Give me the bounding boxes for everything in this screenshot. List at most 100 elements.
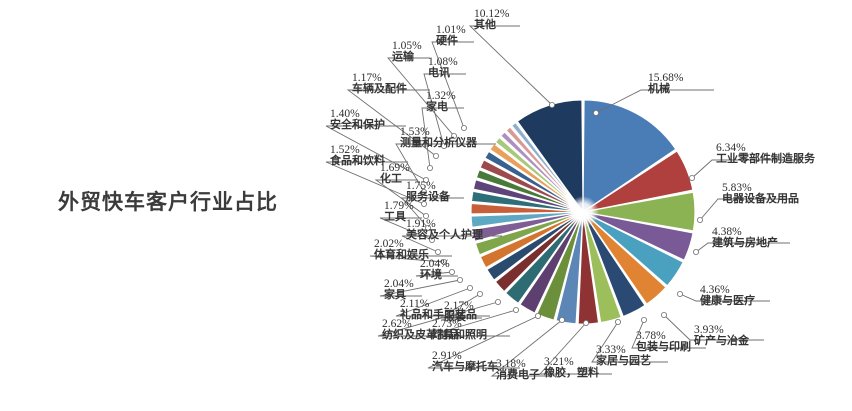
- pie-slice[interactable]: [582, 211, 694, 261]
- slice-category-name: 硬件: [436, 35, 458, 48]
- pie-slice[interactable]: [582, 99, 677, 214]
- pie-slice[interactable]: [470, 190, 584, 213]
- pie-slice-label: 3.21% 橡胶，塑料: [544, 356, 599, 380]
- slice-percent-value: 1.91%: [406, 218, 436, 230]
- pie-slice[interactable]: [504, 211, 584, 305]
- leader-anchor-dot: [677, 290, 684, 297]
- leader-line: [423, 73, 466, 147]
- leader-line: [695, 242, 790, 253]
- slice-category-name: 工具: [384, 211, 406, 224]
- pie-slice[interactable]: [555, 211, 584, 325]
- leader-anchor-dot: [494, 298, 501, 305]
- pie-slice-label: 2.11% 礼品和手工艺品: [400, 298, 477, 322]
- leader-anchor-dot: [460, 125, 467, 132]
- pie-slice-label: 6.34% 工业零部件制造服务: [716, 142, 815, 166]
- pie-slice[interactable]: [470, 202, 584, 215]
- pie-slice[interactable]: [519, 211, 584, 314]
- leader-line: [595, 89, 714, 114]
- leader-line: [387, 57, 455, 137]
- pie-slice[interactable]: [494, 136, 584, 213]
- pie-slice[interactable]: [479, 211, 584, 269]
- leader-anchor-dot: [466, 284, 473, 291]
- slice-category-name: 礼品和手工艺品: [400, 309, 477, 322]
- pie-slices-group: [470, 99, 696, 325]
- leader-line: [325, 161, 425, 205]
- pie-slice[interactable]: [505, 126, 584, 213]
- slice-percent-value: 3.18%: [496, 358, 526, 370]
- slice-percent-value: 2.91%: [432, 350, 462, 362]
- pie-slice-label: 1.79% 工具: [384, 200, 414, 224]
- pie-slice[interactable]: [582, 150, 694, 213]
- leader-line: [401, 197, 464, 229]
- pie-slice-label: 15.68% 机械: [648, 72, 683, 96]
- pie-slice[interactable]: [516, 99, 584, 214]
- slice-category-name: 服务设备: [406, 191, 450, 204]
- pie-slice-label: 10.12% 其他: [474, 8, 509, 32]
- pie-slice[interactable]: [510, 121, 584, 213]
- slice-category-name: 环境: [420, 269, 442, 282]
- leader-anchor-dot: [559, 316, 566, 323]
- leader-line: [631, 319, 706, 349]
- leader-anchor-dot: [456, 276, 463, 283]
- slice-percent-value: 4.36%: [700, 284, 730, 296]
- pie-slice[interactable]: [486, 211, 584, 281]
- slice-category-name: 灯具和照明: [432, 329, 487, 342]
- slice-category-name: 运输: [392, 51, 414, 64]
- leader-line: [377, 301, 499, 337]
- slice-category-name: 包装与印刷: [636, 341, 691, 354]
- pie-slice-label: 3.33% 家居与园艺: [596, 344, 651, 368]
- slice-percent-value: 1.32%: [426, 90, 456, 102]
- pie-slice-label: 2.04% 环境: [420, 258, 450, 282]
- leader-anchor-dot: [593, 110, 600, 117]
- pie-slice[interactable]: [494, 211, 584, 293]
- slice-percent-value: 1.17%: [352, 72, 382, 84]
- leader-anchor-dot: [440, 142, 447, 149]
- slice-category-name: 电讯: [428, 67, 450, 80]
- pie-slice-label: 3.78% 包装与印刷: [636, 330, 691, 354]
- pie-slice-label: 1.69% 化工: [380, 162, 410, 186]
- slice-category-name: 电器设备及用品: [722, 193, 799, 206]
- slice-percent-value: 2.62%: [382, 318, 412, 330]
- pie-slice[interactable]: [582, 211, 646, 318]
- pie-slice[interactable]: [474, 211, 584, 256]
- pie-center-highlight: [567, 196, 599, 228]
- pie-slice[interactable]: [500, 131, 584, 213]
- slice-percent-value: 3.78%: [636, 330, 666, 342]
- slice-category-name: 体育和娱乐: [374, 249, 429, 262]
- leader-line: [691, 159, 800, 179]
- slice-category-name: 家具: [384, 289, 406, 302]
- slice-percent-value: 4.38%: [712, 226, 742, 238]
- leader-anchor-dot: [661, 311, 668, 318]
- pie-slice[interactable]: [582, 191, 696, 232]
- pie-slice[interactable]: [484, 150, 584, 213]
- pie-slice[interactable]: [470, 211, 584, 228]
- leader-line: [401, 235, 502, 253]
- leader-anchor-dot: [689, 174, 696, 181]
- slice-percent-value: 6.34%: [716, 142, 746, 154]
- leader-anchor-dot: [697, 216, 704, 223]
- pie-slice[interactable]: [472, 179, 584, 213]
- leader-line: [468, 25, 553, 106]
- leader-line: [699, 198, 798, 221]
- pie-slice[interactable]: [582, 211, 622, 324]
- leader-anchor-dot: [549, 102, 556, 109]
- leader-anchor-dot: [434, 248, 441, 255]
- pie-slice[interactable]: [582, 211, 684, 287]
- slice-category-name: 工业零部件制造服务: [716, 153, 815, 166]
- leader-line: [490, 319, 563, 377]
- slice-category-name: 矿产与冶金: [694, 335, 749, 348]
- slice-percent-value: 1.69%: [380, 162, 410, 174]
- pie-slice[interactable]: [471, 211, 584, 242]
- leader-line: [538, 322, 612, 375]
- slice-percent-value: 1.08%: [428, 56, 458, 68]
- pie-slice-label: 1.91% 美容及个人护理: [406, 218, 483, 242]
- slice-percent-value: 1.79%: [384, 200, 414, 212]
- pie-slice[interactable]: [479, 159, 584, 213]
- leader-line: [431, 41, 474, 129]
- slice-category-name: 食品和饮料: [330, 155, 385, 168]
- leader-anchor-dot: [426, 164, 433, 171]
- leader-line: [591, 321, 668, 363]
- pie-slice[interactable]: [582, 211, 667, 305]
- pie-slice[interactable]: [475, 168, 584, 213]
